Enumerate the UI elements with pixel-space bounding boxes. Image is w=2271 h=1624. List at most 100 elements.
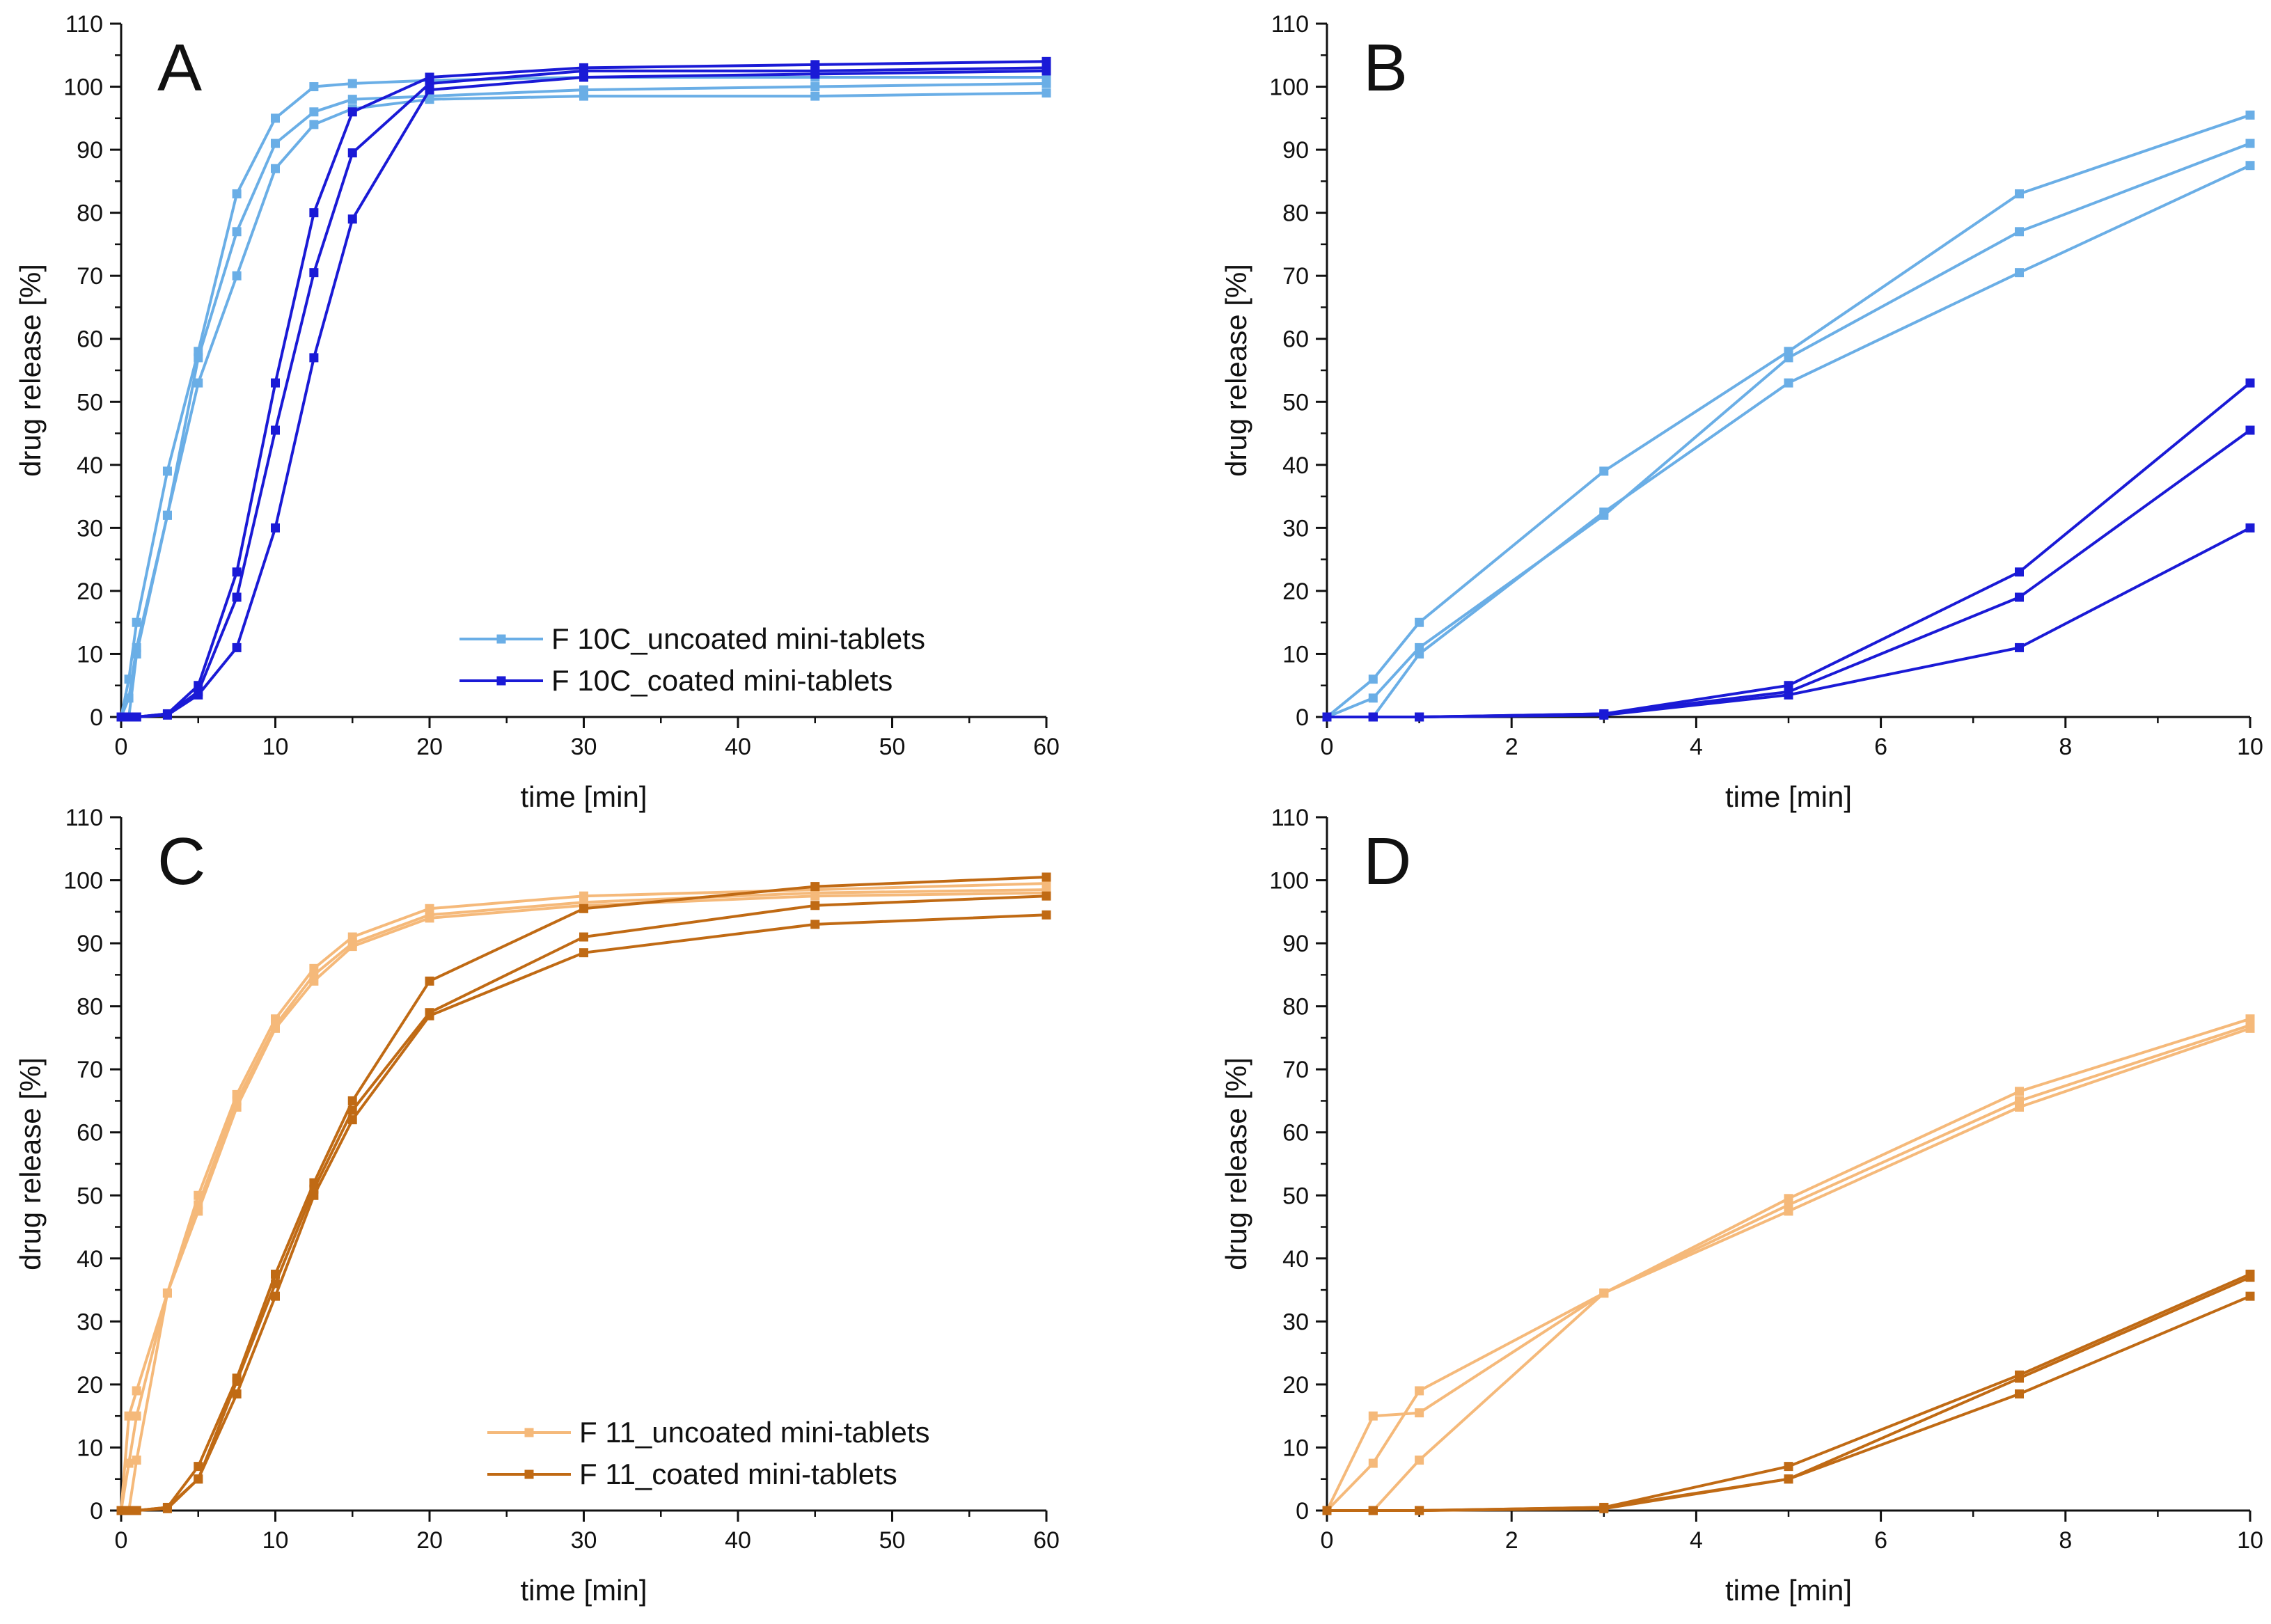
data-point-coated — [347, 1096, 357, 1105]
panel-label: C — [157, 824, 205, 899]
data-point-uncoated — [132, 1411, 141, 1421]
data-point-coated — [1042, 910, 1051, 920]
x-tick-label: 40 — [725, 1527, 751, 1554]
panel-b: 0 10 20 30 40 50 60 70 80 90 100 110 0 2 4 6 8 10 time [mi… — [1220, 11, 2263, 813]
y-tick-label: 60 — [77, 326, 103, 353]
data-point-coated — [232, 567, 242, 577]
data-point-uncoated — [347, 95, 357, 104]
y-tick-label: 90 — [1282, 931, 1309, 957]
data-point-coated — [116, 1506, 126, 1515]
y-tick-label: 90 — [1282, 137, 1309, 164]
data-point-uncoated — [1415, 1456, 1424, 1465]
data-point-uncoated — [810, 82, 820, 92]
data-point-uncoated — [2015, 227, 2024, 237]
data-point-uncoated — [425, 913, 434, 923]
y-tick-label: 30 — [77, 1309, 103, 1335]
x-tick-label: 40 — [725, 734, 751, 760]
x-tick-label: 2 — [1505, 734, 1518, 760]
data-point-coated — [2015, 592, 2024, 602]
y-tick-label: 10 — [77, 1435, 103, 1461]
data-point-coated — [347, 107, 357, 117]
data-point-coated — [309, 268, 319, 278]
y-tick-label: 30 — [1282, 1309, 1309, 1335]
y-tick-label: 110 — [65, 11, 103, 38]
data-point-uncoated — [2245, 1023, 2255, 1033]
data-point-uncoated — [271, 164, 280, 173]
y-tick-label: 0 — [1296, 1498, 1309, 1524]
x-tick-label: 4 — [1690, 734, 1703, 760]
data-point-coated — [162, 710, 172, 720]
series-line-coated — [1327, 429, 2252, 718]
data-point-coated — [1784, 1462, 1793, 1472]
data-point-uncoated — [194, 1206, 203, 1216]
data-point-uncoated — [132, 649, 141, 659]
legend-label: F 11_coated mini-tablets — [579, 1458, 897, 1490]
y-tick-label: 50 — [77, 389, 103, 416]
x-tick-label: 10 — [262, 734, 289, 760]
data-point-uncoated — [132, 617, 141, 627]
data-point-uncoated — [309, 107, 319, 117]
data-point-coated — [271, 378, 280, 388]
series-line-uncoated — [1327, 1027, 2251, 1512]
data-point-uncoated — [271, 113, 280, 123]
data-point-uncoated — [2015, 189, 2024, 198]
data-point-coated — [2015, 642, 2024, 652]
data-point-coated — [124, 712, 134, 722]
legend-label: F 10C_uncoated mini-tablets — [551, 622, 925, 655]
panel-d: 0 10 20 30 40 50 60 70 80 90 100 110 0 2 4 6 8 10 time [mi… — [1220, 805, 2263, 1607]
data-point-uncoated — [2245, 161, 2255, 171]
data-point-uncoated — [1784, 353, 1793, 363]
series-line-uncoated — [120, 76, 1046, 718]
y-tick-label: 10 — [1282, 641, 1309, 668]
data-point-coated — [194, 1462, 203, 1472]
y-tick-label: 30 — [77, 515, 103, 542]
series-line-coated — [121, 60, 1047, 718]
x-tick-label: 6 — [1874, 734, 1887, 760]
data-point-uncoated — [1368, 1458, 1378, 1468]
y-tick-label: 40 — [1282, 1246, 1309, 1272]
data-point-uncoated — [1784, 1206, 1793, 1216]
data-point-coated — [1042, 872, 1051, 882]
x-tick-label: 60 — [1033, 1527, 1060, 1554]
x-tick-label: 20 — [416, 734, 443, 760]
data-point-coated — [1368, 712, 1378, 722]
data-point-coated — [2245, 523, 2255, 533]
data-point-uncoated — [194, 378, 203, 388]
data-point-coated — [425, 1011, 434, 1020]
x-tick-label: 20 — [416, 1527, 443, 1554]
data-point-coated — [1368, 1506, 1378, 1515]
data-point-coated — [425, 976, 434, 986]
data-point-coated — [232, 1376, 242, 1386]
data-point-uncoated — [232, 1103, 242, 1112]
data-point-coated — [579, 72, 588, 82]
series-line-uncoated — [1327, 164, 2251, 718]
y-axis-title: drug release [%] — [1220, 1057, 1252, 1270]
y-tick-label: 0 — [90, 704, 103, 731]
data-point-coated — [232, 1389, 242, 1398]
data-point-uncoated — [2245, 139, 2255, 148]
y-tick-label: 70 — [77, 1057, 103, 1083]
data-point-uncoated — [1784, 378, 1793, 388]
x-tick-label: 10 — [262, 1527, 289, 1554]
data-point-uncoated — [2245, 110, 2255, 120]
data-point-uncoated — [1368, 693, 1378, 703]
y-tick-label: 10 — [77, 641, 103, 668]
data-point-coated — [309, 1190, 319, 1200]
y-axis-title: drug release [%] — [14, 1057, 47, 1270]
y-tick-label: 40 — [77, 452, 103, 479]
data-point-coated — [132, 712, 141, 722]
data-point-coated — [309, 208, 319, 218]
x-axis-title: time [min] — [1725, 780, 1852, 813]
data-point-uncoated — [162, 510, 172, 520]
data-point-coated — [579, 948, 588, 958]
data-point-coated — [1599, 710, 1609, 720]
data-point-coated — [271, 425, 280, 435]
data-point-uncoated — [2015, 268, 2024, 278]
data-point-coated — [2015, 1389, 2024, 1398]
panel-label: A — [157, 31, 202, 105]
x-tick-label: 30 — [571, 1527, 597, 1554]
data-point-coated — [232, 642, 242, 652]
series-line-uncoated — [1326, 113, 2251, 718]
data-point-coated — [810, 920, 820, 929]
series-line-coated — [1327, 381, 2252, 718]
